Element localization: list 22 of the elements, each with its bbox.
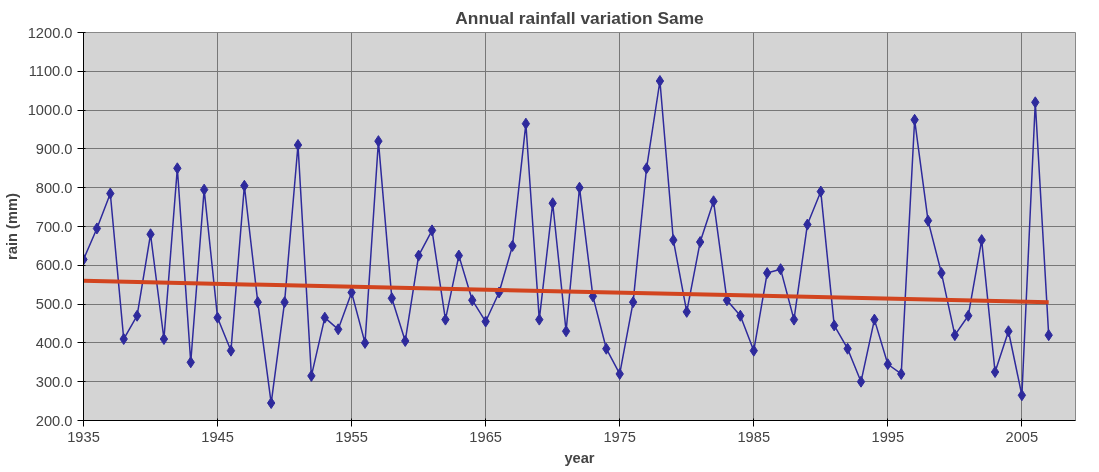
y-tick-label: 300.0 (35, 373, 73, 390)
x-tick-label: 1965 (469, 428, 502, 445)
x-tick-label: 1975 (603, 428, 637, 445)
y-axis-title: rain (mm) (3, 192, 20, 260)
y-tick-label: 800.0 (35, 179, 73, 196)
y-tick-label: 500.0 (35, 296, 73, 313)
y-tick-label: 700.0 (35, 218, 73, 235)
y-tick-label: 1100.0 (28, 63, 73, 80)
y-tick-label: 1000.0 (27, 102, 73, 119)
x-tick-label: 1995 (871, 428, 905, 445)
x-tick-label: 2005 (1005, 428, 1039, 445)
y-tick-label: 1200.0 (27, 24, 73, 41)
y-tick-label: 400.0 (35, 334, 73, 351)
y-tick-label: 200.0 (35, 412, 73, 429)
y-tick-label: 600.0 (35, 257, 73, 274)
x-tick-label: 1935 (67, 428, 100, 445)
x-tick-label: 1985 (737, 428, 771, 445)
x-tick-label: 1955 (335, 428, 368, 445)
x-tick-label: 1945 (201, 428, 234, 445)
y-tick-label: 900.0 (35, 140, 73, 157)
chart-title: Annual rainfall variation Same (455, 7, 705, 28)
x-axis-title: year (564, 449, 595, 466)
